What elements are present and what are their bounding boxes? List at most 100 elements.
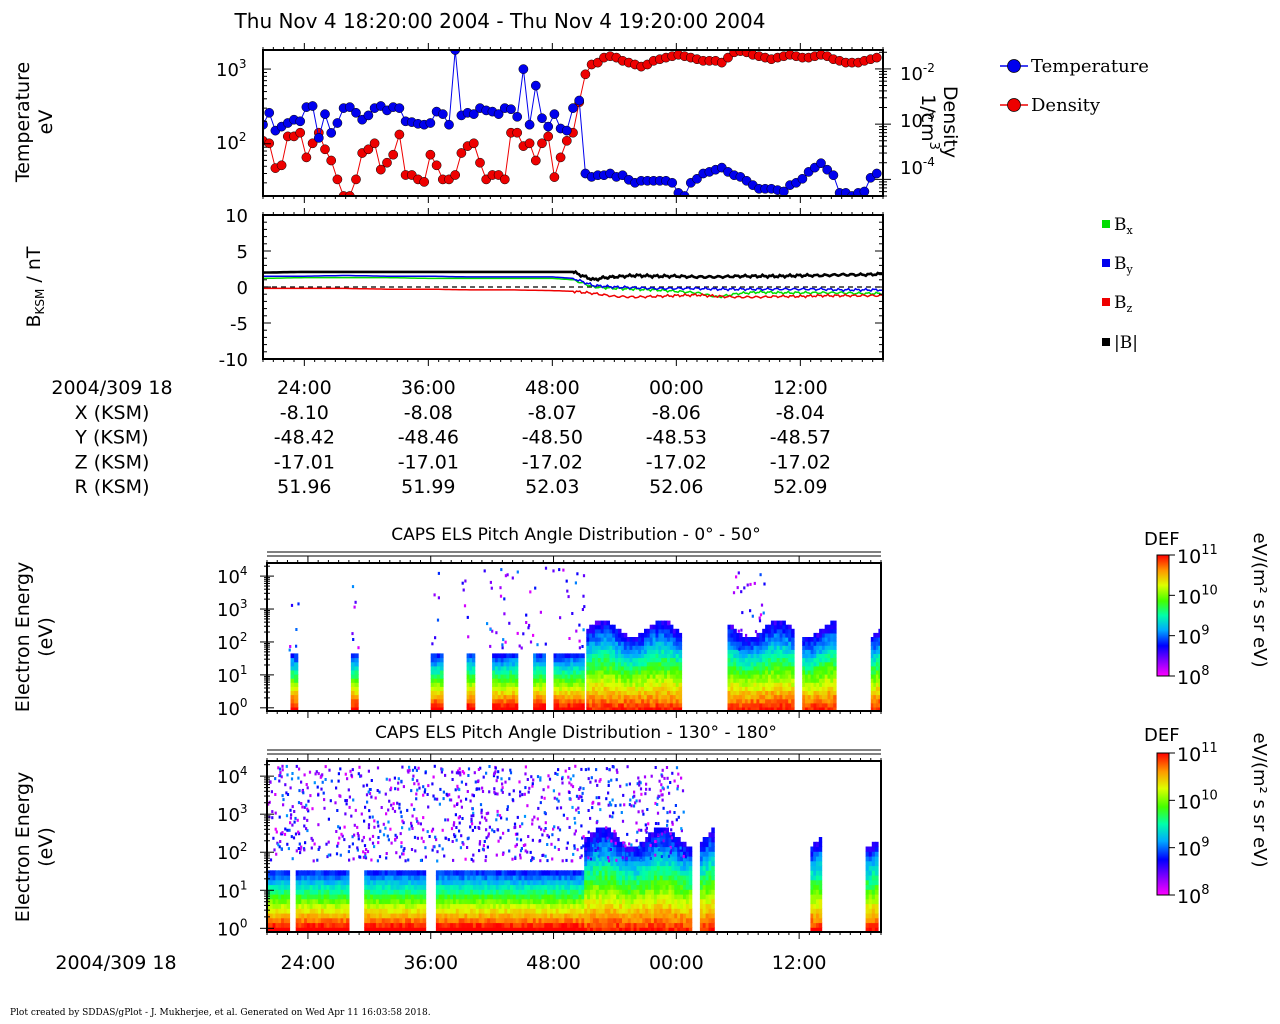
spectrogram-cell (632, 661, 636, 667)
spectrogram-cell (615, 702, 619, 708)
spectrogram-cell (824, 690, 829, 696)
spectrogram-cell (791, 653, 795, 659)
spectrogram-cell (765, 641, 769, 646)
spectrogram-cell (453, 875, 457, 881)
spectrogram-cell (661, 690, 665, 696)
spectrogram-cell (620, 698, 625, 704)
spectrogram-cell (668, 856, 672, 862)
spectrogram-cell (453, 870, 457, 876)
spectrogram-cell (594, 637, 599, 642)
spectrogram-cell (433, 690, 438, 696)
spectrogram-cell (527, 884, 531, 890)
spectrogram-cell (278, 908, 282, 914)
spectrogram-cell (315, 917, 319, 924)
spectrogram-cell (683, 875, 687, 881)
spectrogram-cell (595, 879, 600, 886)
spectrogram-cell (387, 903, 392, 909)
spectrogram-cell (642, 908, 646, 914)
spectrogram-cell (518, 908, 523, 914)
spectrogram-cell (667, 682, 671, 687)
spectrogram-cell (455, 870, 460, 876)
spectrogram-cell (343, 913, 347, 919)
spectrogram-cell (652, 624, 657, 630)
spectrogram-cell (791, 678, 795, 683)
spectrogram-cell (601, 841, 606, 848)
spectrogram-cell (378, 879, 383, 886)
spectrogram-cell (411, 879, 415, 886)
spectrogram-cell (664, 624, 668, 630)
spectrogram-cell (559, 653, 563, 659)
spectrogram-cell (295, 879, 300, 886)
spectrogram-cell (624, 875, 629, 881)
spectrogram-cell (544, 884, 548, 890)
spectrogram-cell (632, 690, 636, 696)
spectrogram-cell (405, 889, 409, 895)
spectrogram-cell (533, 698, 537, 704)
spectrogram-cell (612, 698, 616, 704)
spectrogram-cell (727, 694, 731, 700)
spectrogram-cell (791, 702, 795, 708)
spectrogram-cell (833, 698, 837, 704)
spectrogram-cell (639, 922, 643, 928)
spectrogram-cell (561, 694, 566, 700)
spectrogram-cell (283, 875, 288, 881)
spectrogram-cell (750, 661, 755, 667)
spectrogram-cell (610, 851, 614, 857)
spectrogram-cell (667, 706, 671, 711)
spectrogram-cell (539, 661, 543, 667)
spectrogram-cell (603, 624, 608, 630)
spectrogram-cell (776, 632, 781, 638)
spectrogram-cell (492, 657, 496, 663)
spectrogram-cell (875, 674, 880, 679)
spectrogram-cell (306, 894, 311, 900)
spectrogram-cell (535, 903, 540, 909)
spectrogram-cell (648, 851, 652, 857)
spectrogram-cell (469, 694, 473, 700)
spectrogram-cell (678, 706, 683, 711)
spectrogram-cell (791, 669, 795, 675)
spectrogram-cell (512, 875, 517, 881)
spectrogram-cell (636, 922, 640, 928)
spectrogram-cell (396, 875, 400, 881)
spectrogram-cell (629, 678, 633, 683)
spectrogram-cell (624, 884, 629, 890)
spectrogram-cell (733, 632, 737, 638)
spectrogram-cell (661, 649, 665, 654)
spectrogram-cell (405, 922, 409, 928)
spectrogram-cell (495, 653, 499, 659)
spectrogram-cell (595, 837, 600, 843)
spectrogram-cell (589, 678, 593, 683)
spectrogram-cell (408, 927, 412, 932)
spectrogram-cell (547, 875, 551, 881)
spectrogram-cell (575, 698, 580, 704)
spectrogram-cell (430, 674, 435, 679)
spectrogram-cell (354, 669, 359, 675)
spectrogram-cell (651, 917, 655, 924)
spectrogram-cell (612, 632, 616, 638)
spectrogram-speckle (753, 581, 756, 585)
spectrogram-cell (830, 682, 834, 687)
spectrogram-cell (547, 913, 551, 919)
spectrogram-cell (878, 674, 881, 679)
spectrogram-cell (515, 870, 520, 876)
spectrogram-cell (552, 898, 557, 905)
spectrogram-cell (675, 669, 680, 675)
spectrogram-cell (747, 661, 752, 667)
spectrogram-speckle (525, 621, 528, 624)
spectrogram-cell (833, 702, 837, 708)
page-title: Thu Nov 4 18:20:00 2004 - Thu Nov 4 19:2… (234, 9, 766, 33)
spectrogram-cell (827, 706, 831, 711)
spectrogram-cell (678, 674, 683, 679)
density-point (543, 131, 554, 142)
spectrogram-cell (509, 694, 513, 700)
spectrogram-cell (547, 903, 551, 909)
spectrogram-cell (768, 694, 772, 700)
spectrogram-cell (490, 889, 494, 895)
spectrogram-cell (478, 894, 483, 900)
legend-temperature-label: Temperature (1031, 56, 1149, 77)
spectrogram-cell (641, 637, 645, 642)
spectrogram-cell (674, 917, 678, 924)
spectrogram-cell (610, 903, 614, 909)
spectrogram-cell (283, 889, 288, 895)
spectrogram-cell (648, 879, 652, 886)
